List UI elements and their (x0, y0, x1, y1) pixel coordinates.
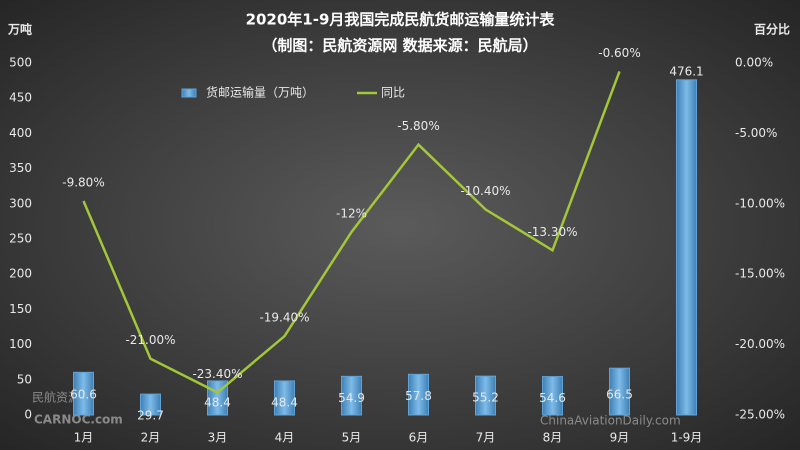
x-tick-label: 6月 (409, 431, 429, 445)
bar (408, 373, 429, 416)
y2-tick-label: -20.00% (735, 337, 785, 351)
y-axis-label: 万吨 (7, 22, 32, 37)
y2-tick-label: -15.00% (735, 267, 785, 281)
watermark: CARNOC.com (34, 413, 123, 427)
y-tick-label: 450 (9, 91, 32, 105)
data-label: -10.40% (460, 184, 510, 198)
y-tick-label: 200 (9, 267, 32, 281)
legend-label: 货邮运输量（万吨） (206, 85, 314, 100)
y-tick-label: 100 (9, 337, 32, 351)
y2-axis-label: 百分比 (754, 22, 790, 37)
x-tick-label: 5月 (342, 431, 362, 445)
data-label: -9.80% (62, 175, 104, 189)
y-tick-label: 250 (9, 232, 32, 246)
data-label: -5.80% (397, 119, 439, 133)
line (82, 71, 621, 394)
x-tick-label: 9月 (610, 431, 630, 445)
x-tick-label: 4月 (275, 431, 295, 445)
data-label: 29.7 (137, 409, 164, 423)
y-tick-label: 50 (17, 372, 32, 386)
data-label: 476.1 (669, 64, 703, 78)
y-tick-label: 150 (9, 302, 32, 316)
chart-subtitle: （制图：民航资源网 数据来源：民航局） (262, 37, 537, 55)
data-label: 54.9 (338, 391, 365, 405)
y2-tick-label: -25.00% (735, 408, 785, 422)
legend-swatch (181, 88, 197, 98)
data-label: 48.4 (271, 395, 298, 409)
data-label: 55.2 (472, 391, 499, 405)
bar (274, 380, 295, 416)
data-label: -0.60% (598, 46, 640, 60)
data-label: 54.6 (539, 391, 566, 405)
bar (475, 375, 496, 416)
data-label: 66.5 (606, 388, 633, 402)
data-label: -21.00% (125, 333, 175, 347)
y2-tick-label: -5.00% (735, 126, 777, 140)
bar (73, 371, 94, 416)
x-tick-label: 2月 (141, 431, 161, 445)
data-label: 57.8 (405, 389, 432, 403)
legend-label: 同比 (381, 86, 405, 100)
watermark: ChinaAviationDaily.com (540, 414, 681, 428)
bar (140, 393, 161, 416)
bar (676, 79, 697, 416)
y-tick-label: 300 (9, 196, 32, 210)
y-tick-label: 0 (24, 408, 32, 422)
data-label: 60.6 (70, 388, 97, 402)
bar (542, 376, 563, 416)
x-tick-label: 8月 (543, 431, 563, 445)
data-label: 48.4 (204, 395, 231, 409)
data-label: -12% (336, 206, 367, 220)
y-tick-label: 350 (9, 161, 32, 175)
data-label: -13.30% (527, 225, 577, 239)
bar (341, 375, 362, 416)
y-tick-label: 400 (9, 126, 32, 140)
y2-tick-label: -10.00% (735, 196, 785, 210)
chart-title: 2020年1-9月我国完成民航货邮运输量统计表 (246, 11, 556, 29)
data-label: -23.40% (192, 367, 242, 381)
y-tick-label: 500 (9, 56, 32, 70)
data-label: -19.40% (259, 311, 309, 325)
x-tick-label: 7月 (476, 431, 496, 445)
x-tick-label: 1-9月 (671, 431, 703, 445)
x-tick-label: 1月 (74, 431, 94, 445)
x-tick-label: 3月 (208, 431, 228, 445)
y2-tick-label: 0.00% (735, 56, 773, 70)
bar (609, 367, 630, 416)
